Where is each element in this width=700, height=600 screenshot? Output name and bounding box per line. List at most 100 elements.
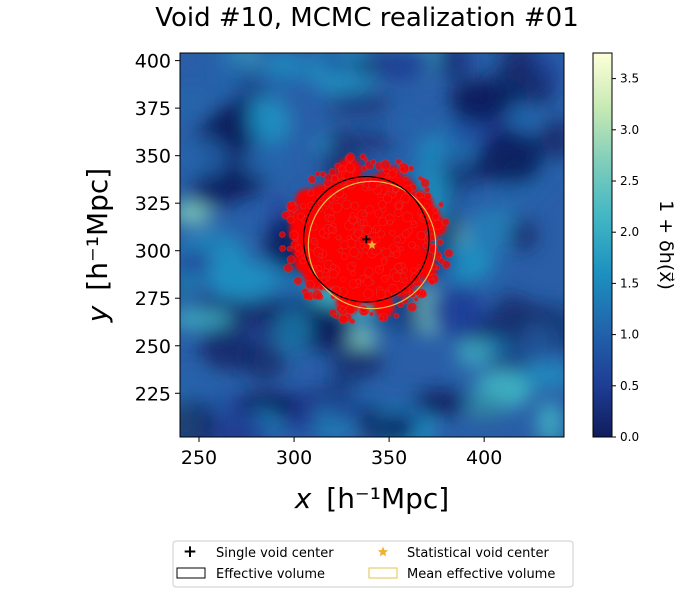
x-axis-var: x <box>294 482 312 515</box>
density-blob <box>516 111 539 139</box>
tracer-point <box>278 231 286 238</box>
tracer-point <box>414 245 420 251</box>
tracer-point <box>438 201 444 208</box>
tracer-point <box>431 212 440 221</box>
tracer-point <box>351 261 357 267</box>
y-tick-label: 325 <box>135 193 171 215</box>
density-blob <box>499 53 536 81</box>
density-blob <box>246 67 305 92</box>
tracer-point <box>391 272 402 283</box>
tracer-point <box>302 291 311 300</box>
tracer-point <box>401 229 411 238</box>
density-blob <box>491 181 537 204</box>
tracer-point <box>340 305 346 312</box>
tracer-point <box>362 220 369 227</box>
tracer-point <box>410 267 417 274</box>
tracer-point <box>420 178 430 188</box>
tracer-point <box>335 234 341 241</box>
density-blob <box>382 53 433 83</box>
density-blob <box>324 394 360 424</box>
tracer-point <box>327 214 336 223</box>
tracer-point <box>330 293 337 300</box>
legend-label-mean-effective-volume: Mean effective volume <box>407 567 555 582</box>
density-blob <box>198 325 256 373</box>
tracer-point <box>416 231 426 241</box>
y-axis-var: y <box>81 305 114 323</box>
colorbar-tick-label: 3.0 <box>620 123 639 137</box>
x-tick-label: 250 <box>181 447 217 469</box>
density-blob <box>375 414 416 437</box>
density-blob <box>348 392 393 410</box>
density-blob <box>273 307 313 353</box>
tracer-point <box>378 315 385 322</box>
tracer-point <box>400 193 411 204</box>
tracer-point <box>377 230 385 238</box>
tracer-blob <box>415 248 434 268</box>
density-blob <box>437 53 470 82</box>
tracer-point <box>311 289 323 300</box>
tracer-point <box>368 181 378 191</box>
tracer-point <box>356 177 365 185</box>
density-blob <box>464 207 524 250</box>
density-blob <box>486 132 551 150</box>
legend-label-single-center: Single void center <box>216 546 334 561</box>
density-blob <box>438 154 473 173</box>
tracer-point <box>378 264 384 271</box>
tracer-point <box>361 211 367 217</box>
tracer-point <box>424 192 432 200</box>
tracer-point <box>381 258 388 265</box>
density-blob <box>477 139 545 185</box>
tracer-point <box>300 203 307 210</box>
tracer-point <box>321 276 328 283</box>
density-blob <box>456 295 477 338</box>
tracer-point <box>349 247 360 258</box>
tracer-point <box>307 175 317 184</box>
tracer-point <box>353 229 363 238</box>
tracer-point <box>363 288 374 299</box>
tracer-point <box>281 210 290 220</box>
tracer-point <box>286 255 296 264</box>
tracer-point <box>399 166 406 172</box>
density-blob <box>213 53 251 99</box>
y-tick-label: 300 <box>135 241 171 263</box>
tracer-point <box>411 220 416 226</box>
tracer-point <box>307 189 315 197</box>
x-axis-label: x [h⁻¹Mpc] <box>294 482 449 515</box>
legend-marker-plus: + <box>183 542 197 562</box>
tracer-point <box>428 278 436 286</box>
density-blob <box>448 78 509 124</box>
legend: + Single void center Statistical void ce… <box>172 540 574 588</box>
chart-title: Void #10, MCMC realization #01 <box>155 3 579 33</box>
tracer-point <box>393 208 403 218</box>
colorbar-tick-label: 2.5 <box>620 174 639 188</box>
density-blob <box>508 218 539 253</box>
legend-label-effective-volume: Effective volume <box>216 567 325 582</box>
tracer-point <box>381 247 392 258</box>
tracer-point <box>340 276 346 283</box>
tracer-point <box>286 245 293 252</box>
tracer-point <box>314 170 321 177</box>
y-axis-label: y [h⁻¹Mpc] <box>81 168 114 323</box>
tracer-point <box>402 267 408 274</box>
density-blob <box>320 53 347 74</box>
density-blob <box>180 84 215 121</box>
tracer-point <box>295 251 301 257</box>
legend-marker-effective-volume <box>176 567 206 579</box>
tracer-point <box>395 202 403 210</box>
tracer-point <box>350 270 356 277</box>
y-tick-label: 400 <box>135 51 171 73</box>
tracer-point <box>389 229 396 236</box>
colorbar-tick-label: 1.5 <box>620 276 639 290</box>
density-blob <box>327 90 392 119</box>
tracer-point <box>377 200 387 209</box>
tracer-point <box>402 285 410 294</box>
tracer-point <box>442 218 450 226</box>
tracer-point <box>389 243 399 253</box>
x-axis-unit: [h⁻¹Mpc] <box>326 482 449 515</box>
tracer-point <box>313 240 319 246</box>
tracer-point <box>383 193 393 203</box>
tracer-point <box>384 274 390 280</box>
density-blob <box>518 321 555 370</box>
tracer-point <box>289 230 299 241</box>
